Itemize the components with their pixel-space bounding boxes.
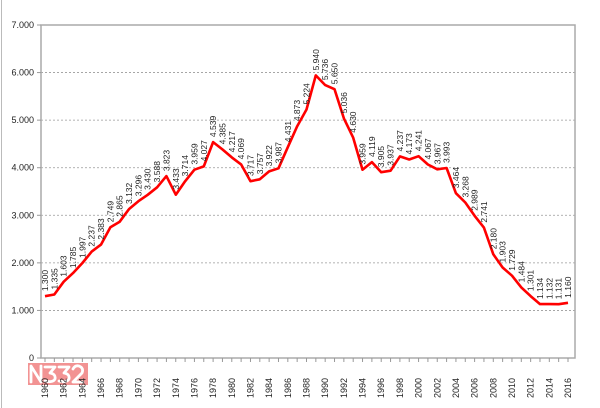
- data-label: 4.630: [348, 111, 358, 133]
- data-label: 4.217: [227, 131, 237, 153]
- data-label: 3.132: [124, 182, 134, 204]
- x-tick-label: 1980: [227, 378, 237, 398]
- data-label: 1.131: [554, 278, 564, 300]
- data-label: 1.134: [535, 278, 545, 300]
- y-tick-label: 6.000: [11, 68, 34, 78]
- x-tick-label: 2014: [544, 378, 554, 398]
- y-tick-label: 3.000: [11, 210, 34, 220]
- x-tick-label: 2016: [563, 378, 573, 398]
- x-tick-label: 1990: [320, 378, 330, 398]
- x-tick-label: 1968: [115, 378, 125, 398]
- data-label: 1.301: [526, 270, 536, 292]
- x-tick-label: 1970: [133, 378, 143, 398]
- data-label: 2.237: [87, 225, 97, 247]
- x-tick-label: 1982: [245, 378, 255, 398]
- data-label: 3.959: [189, 143, 199, 165]
- data-label: 4.873: [292, 100, 302, 122]
- data-label: 3.937: [386, 144, 396, 166]
- x-tick-label: 1998: [395, 378, 405, 398]
- data-label: 1.903: [498, 241, 508, 263]
- data-label: 1.603: [59, 255, 69, 277]
- x-tick-label: 1994: [358, 378, 368, 398]
- x-tick-label: 1976: [189, 378, 199, 398]
- data-label: 3.464: [451, 167, 461, 189]
- data-label: 4.173: [404, 133, 414, 155]
- x-tick-label: 1988: [302, 378, 312, 398]
- data-label: 3.717: [245, 155, 255, 177]
- data-label: 2.741: [479, 201, 489, 223]
- x-tick-label: 2012: [526, 378, 536, 398]
- data-label: 4.241: [414, 130, 424, 152]
- x-tick-label: 1984: [264, 378, 274, 398]
- data-label: 1.300: [40, 270, 50, 292]
- x-tick-label: 1972: [152, 378, 162, 398]
- data-label: 1.335: [49, 268, 59, 290]
- data-label: 1.484: [516, 261, 526, 283]
- x-tick-label: 1964: [77, 378, 87, 398]
- data-label: 3.959: [358, 143, 368, 165]
- y-tick-label: 5.000: [11, 115, 34, 125]
- data-label: 3.588: [152, 161, 162, 183]
- x-tick-label: 2000: [414, 378, 424, 398]
- data-label: 1.785: [68, 247, 78, 269]
- watermark-lettering: [29, 364, 85, 384]
- data-label: 3.993: [442, 142, 452, 164]
- data-label: 4.237: [395, 130, 405, 152]
- series-line: [44, 74, 569, 306]
- x-tick-label: 1992: [339, 378, 349, 398]
- data-label: 3.905: [376, 146, 386, 168]
- data-label: 2.383: [96, 218, 106, 240]
- y-tick-label: 7.000: [11, 20, 34, 30]
- x-tick-label: 1974: [171, 378, 181, 398]
- y-tick-label: 0: [29, 353, 34, 363]
- x-tick-label: 2010: [507, 378, 517, 398]
- y-tick-label: 1.000: [11, 305, 34, 315]
- data-label: 4.385: [217, 123, 227, 145]
- x-tick-label: 2006: [470, 378, 480, 398]
- data-label: 4.431: [283, 121, 293, 143]
- data-label: 4.119: [367, 136, 377, 157]
- data-label: 2.749: [105, 201, 115, 223]
- data-label: 4.539: [208, 116, 218, 138]
- data-label: 1.160: [563, 276, 573, 298]
- data-label: 4.027: [199, 140, 209, 162]
- x-tick-label: 1966: [96, 378, 106, 398]
- y-tick-label: 4.000: [11, 163, 34, 173]
- data-label: 3.987: [273, 142, 283, 164]
- data-label: 3.714: [180, 155, 190, 177]
- data-label: 5.650: [330, 63, 340, 85]
- x-tick-label: 1978: [208, 378, 218, 398]
- data-label: 4.067: [423, 138, 433, 160]
- data-label: 4.069: [236, 138, 246, 160]
- data-label: 3.430: [143, 168, 153, 190]
- data-label: 3.296: [133, 175, 143, 197]
- watermark-logo: [28, 363, 88, 385]
- x-tick-label: 1996: [376, 378, 386, 398]
- x-tick-label: 2008: [488, 378, 498, 398]
- data-label: 3.967: [432, 143, 442, 165]
- data-label: 5.036: [339, 92, 349, 114]
- x-tick-label: 2004: [451, 378, 461, 398]
- data-label: 5.224: [302, 83, 312, 105]
- x-tick-label: 1986: [283, 378, 293, 398]
- x-tick-label: 2002: [432, 378, 442, 398]
- x-tick-label: 1962: [59, 378, 69, 398]
- data-label: 5.736: [320, 59, 330, 81]
- data-label: 2.865: [115, 195, 125, 217]
- data-label: 3.922: [264, 145, 274, 167]
- data-label: 3.757: [255, 153, 265, 175]
- data-label: 1.132: [544, 278, 554, 300]
- data-label: 5.940: [311, 49, 321, 71]
- x-tick-label: 1960: [40, 378, 50, 398]
- y-tick-label: 2.000: [11, 258, 34, 268]
- data-label: 1.997: [77, 236, 87, 258]
- data-label: 2.180: [488, 228, 498, 250]
- data-label: 2.989: [470, 189, 480, 211]
- data-label: 3.433: [171, 168, 181, 190]
- plot-frame: [40, 24, 576, 359]
- data-label: 3.823: [161, 150, 171, 172]
- data-label: 1.729: [507, 249, 517, 271]
- data-label: 3.268: [460, 176, 470, 198]
